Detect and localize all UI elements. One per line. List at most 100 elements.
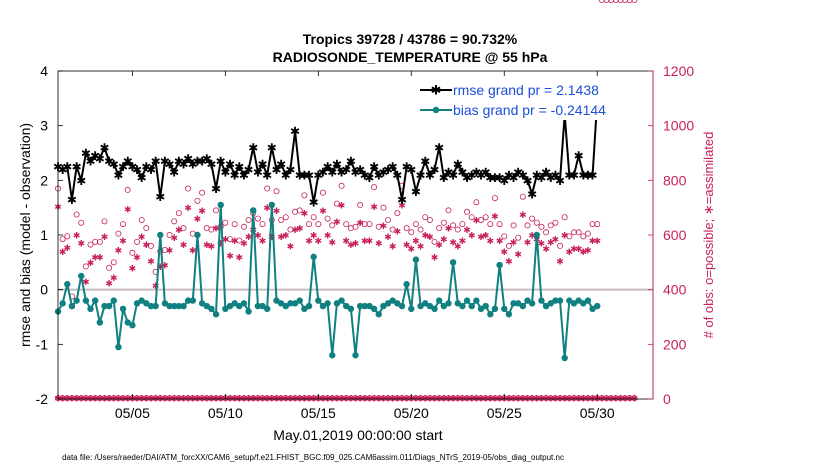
obs-possible-marker <box>82 263 89 270</box>
obs-possible-marker <box>371 184 378 191</box>
bias-point <box>96 319 104 326</box>
rmse-point: ✱ <box>588 168 598 182</box>
obs-possible-marker <box>389 226 396 233</box>
rmse-point: ✱ <box>481 166 491 180</box>
obs-assimilated-zero-marker: ✱ <box>566 395 574 405</box>
obs-possible-marker <box>282 214 289 221</box>
obs-possible-zero-marker <box>510 395 517 402</box>
obs-assimilated-zero-marker: ✱ <box>459 395 467 405</box>
bias-point <box>477 305 485 312</box>
rmse-point: ✱ <box>332 157 342 171</box>
obs-possible-marker <box>603 0 610 3</box>
obs-assimilated-zero-marker: ✱ <box>528 395 536 405</box>
obs-pair: ✱✱ <box>236 237 243 405</box>
legend-bias-label: bias grand pr = -0.24144 <box>453 102 606 118</box>
bias-point <box>352 352 359 359</box>
obs-possible-zero-marker <box>352 395 359 402</box>
obs-count-layer: ✱✱✱✱✱✱✱✱✱✱✱✱✱✱✱✱✱✱✱✱✱✱✱✱✱✱✱✱✱✱✱✱✱✱✱✱✱✱✱✱… <box>54 0 638 405</box>
obs-possible-marker <box>529 215 536 222</box>
right-y-tick-label: 400 <box>663 282 687 298</box>
obs-pair: ✱✱ <box>412 221 420 405</box>
obs-assimilated-marker: ✱ <box>198 207 206 217</box>
obs-assimilated-marker: ✱ <box>473 216 481 226</box>
obs-assimilated-zero-marker: ✱ <box>231 395 239 405</box>
obs-pair: ✱✱ <box>538 223 545 405</box>
obs-pair: ✱✱ <box>133 238 141 405</box>
bias-point <box>324 300 331 307</box>
rmse-point: ✱ <box>429 163 439 177</box>
bias-point <box>68 302 76 310</box>
obs-possible-zero-marker <box>478 395 485 402</box>
rmse-point: ✱ <box>541 166 551 180</box>
rmse-point: ✱ <box>271 163 281 177</box>
bias-point <box>514 300 522 307</box>
obs-assimilated-marker: ✱ <box>482 232 490 242</box>
obs-possible-marker <box>622 0 629 3</box>
rmse-point: ✱ <box>583 168 593 182</box>
obs-assimilated-zero-marker: ✱ <box>342 395 350 405</box>
rmse-point: ✱ <box>495 171 505 185</box>
legend-bias-marker <box>432 106 440 114</box>
obs-pair: ✱✱ <box>403 225 410 405</box>
obs-possible-zero-marker <box>87 395 94 402</box>
bias-point <box>459 302 466 310</box>
obs-assimilated-marker: ✱ <box>91 253 99 263</box>
bias-point <box>287 300 294 307</box>
y-tick-label: 3 <box>40 118 48 134</box>
obs-assimilated-marker: ✱ <box>356 219 364 229</box>
obs-possible-zero-marker <box>626 395 633 402</box>
obs-assimilated-marker: ✱ <box>96 253 104 263</box>
x-tick-label: 05/10 <box>208 405 243 421</box>
bias-point <box>171 302 178 310</box>
obs-assimilated-zero-marker: ✱ <box>110 395 118 405</box>
rmse-point: ✱ <box>141 160 151 174</box>
obs-possible-marker <box>296 207 303 214</box>
obs-possible-marker <box>584 230 591 237</box>
obs-pair: ✱✱ <box>208 226 215 405</box>
obs-assimilated-marker: ✱ <box>138 233 146 243</box>
obs-pair: ✱✱ <box>598 0 606 405</box>
bias-point <box>329 352 336 359</box>
obs-pair: ✱✱ <box>333 200 341 405</box>
y-tick-label: 4 <box>40 63 48 79</box>
obs-assimilated-marker: ✱ <box>175 226 183 236</box>
obs-assimilated-marker: ✱ <box>607 0 615 3</box>
obs-possible-zero-marker <box>245 395 252 402</box>
obs-assimilated-zero-marker: ✱ <box>589 395 597 405</box>
rmse-point: ✱ <box>369 160 379 174</box>
obs-possible-zero-marker <box>464 395 471 402</box>
obs-assimilated-zero-marker: ✱ <box>119 395 127 405</box>
obs-assimilated-zero-marker: ✱ <box>82 395 90 405</box>
obs-possible-marker <box>273 188 280 195</box>
obs-possible-zero-marker <box>515 395 522 402</box>
right-y-tick-label: 1200 <box>663 63 694 79</box>
obs-possible-marker <box>450 222 457 229</box>
obs-pair: ✱✱ <box>454 226 462 405</box>
obs-assimilated-zero-marker: ✱ <box>338 395 346 405</box>
obs-assimilated-zero-marker: ✱ <box>301 395 309 405</box>
rmse-point: ✱ <box>439 171 449 185</box>
bias-point <box>524 297 531 304</box>
obs-assimilated-zero-marker: ✱ <box>96 395 104 405</box>
rmse-point: ✱ <box>513 166 523 180</box>
obs-assimilated-marker: ✱ <box>375 240 383 250</box>
obs-pair: ✱✱ <box>124 186 132 405</box>
obs-assimilated-marker: ✱ <box>240 240 248 250</box>
obs-assimilated-zero-marker: ✱ <box>64 395 72 405</box>
rmse-point: ✱ <box>555 174 565 188</box>
obs-assimilated-zero-marker: ✱ <box>222 395 230 405</box>
bias-point <box>110 297 117 304</box>
bias-point <box>250 207 257 214</box>
obs-assimilated-zero-marker: ✱ <box>449 395 457 405</box>
obs-assimilated-zero-marker: ✱ <box>333 395 341 405</box>
obs-assimilated-zero-marker: ✱ <box>282 395 290 405</box>
obs-possible-marker <box>473 199 480 206</box>
bias-point <box>231 300 238 307</box>
obs-assimilated-marker: ✱ <box>552 236 560 246</box>
obs-pair: ✱✱ <box>226 236 234 405</box>
obs-pair: ✱✱ <box>547 222 555 405</box>
obs-assimilated-marker: ✱ <box>180 241 188 251</box>
obs-assimilated-marker: ✱ <box>361 237 369 247</box>
obs-possible-zero-marker <box>445 395 452 402</box>
rmse-point: ✱ <box>192 155 202 169</box>
